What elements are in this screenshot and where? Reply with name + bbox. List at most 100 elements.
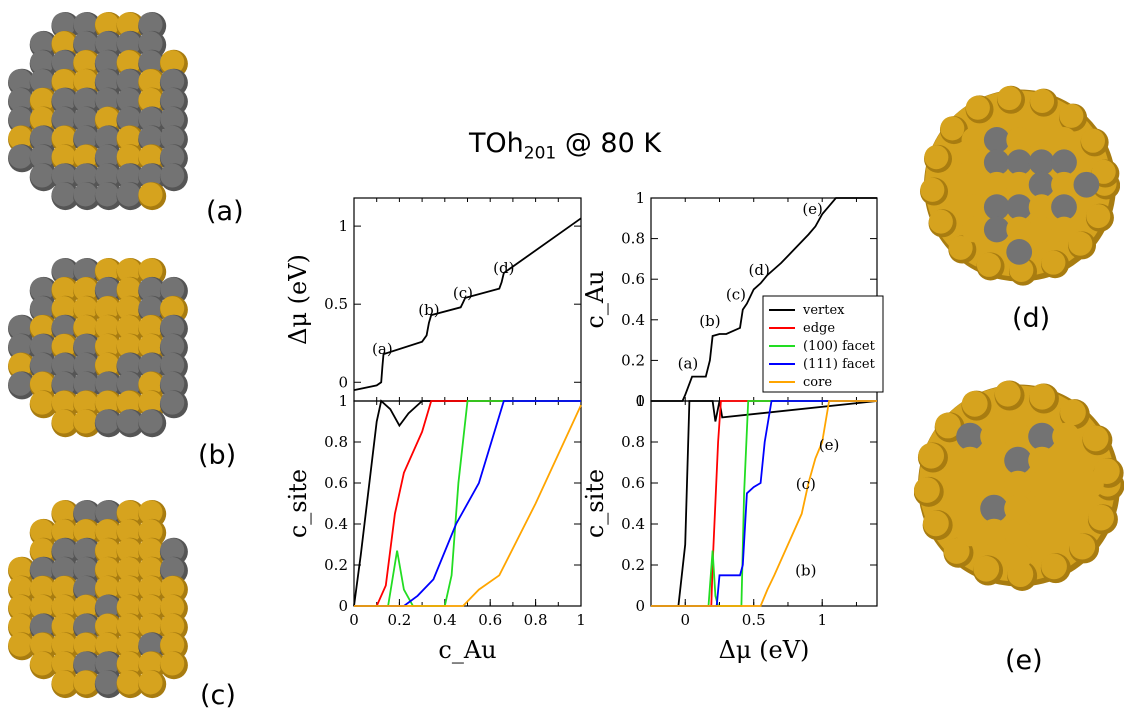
section-atom (1028, 470, 1056, 499)
y-axis-label: Δμ (eV) (284, 254, 312, 345)
section-atom (1052, 422, 1080, 451)
section-atom (1004, 446, 1032, 475)
grey-atom (73, 182, 102, 211)
gold-atom (939, 116, 968, 145)
gold-atom (138, 182, 167, 211)
y-tick-label: 0 (635, 597, 645, 615)
section-atom (1028, 171, 1055, 198)
gold-atom (976, 252, 1005, 281)
annotation-label: (c) (726, 286, 746, 304)
title-rest: @ 80 K (556, 128, 662, 159)
cluster-e-image (914, 380, 1124, 591)
series-line-0 (651, 197, 877, 402)
gold-atom (116, 670, 145, 699)
x-tick-label: 0.8 (524, 611, 548, 629)
grey-atom (159, 163, 188, 192)
y-tick-label: 1 (635, 189, 645, 207)
section-atom (1028, 422, 1056, 451)
section-atom (1004, 422, 1032, 451)
series-line-0 (353, 399, 581, 607)
gold-atom (961, 390, 992, 421)
grey-atom (29, 163, 58, 192)
annotation-label: (e) (802, 200, 823, 218)
gold-atom (51, 670, 80, 699)
gold-atom (8, 632, 36, 661)
section-atom (980, 446, 1008, 475)
gold-atom (948, 235, 977, 264)
y-tick-label: 0.6 (621, 270, 645, 288)
section-atom (1004, 518, 1032, 547)
annotation-label: (c) (796, 475, 816, 493)
section-atom (1051, 171, 1077, 198)
series-line-3 (354, 400, 581, 607)
grey-atom (159, 390, 188, 419)
section-atom (1028, 216, 1055, 243)
x-tick-label: 0.5 (742, 611, 766, 629)
section-atom (1052, 470, 1080, 499)
section-atom (1051, 194, 1077, 220)
gold-atom (1085, 203, 1114, 232)
section-atom (961, 127, 988, 153)
gold-atom (29, 390, 58, 419)
cluster-a-label: (a) (206, 196, 244, 227)
section-atom (961, 194, 988, 220)
cluster-c-label: (c) (200, 680, 236, 711)
legend-entry: core (803, 375, 832, 390)
series-line-1 (354, 400, 581, 607)
grey-atom (138, 409, 167, 438)
gold-atom (1029, 88, 1058, 117)
section-atom (1004, 470, 1032, 499)
section-atom (980, 518, 1008, 547)
gold-atom (914, 476, 944, 507)
section-atom (1028, 194, 1055, 220)
gold-atom (51, 409, 80, 438)
figure-title: TOh201 @ 80 K (0, 128, 1130, 163)
series-line-0 (353, 217, 582, 391)
y-tick-label: 0.6 (621, 474, 645, 492)
section-atom (1028, 149, 1055, 176)
panel-bottom-left: 0 0.2 0.4 0.6 0.8 1 0 0.2 0.4 0.6 0.8 1 c_site c_Au (284, 392, 586, 664)
section-atom (1028, 518, 1056, 547)
y-tick-label: 0.8 (621, 230, 645, 248)
gold-atom (965, 95, 994, 124)
cluster-d-image (920, 85, 1120, 286)
gold-atom (1080, 128, 1109, 157)
y-tick-label: 0.2 (324, 556, 348, 574)
cluster-d-label: (d) (1012, 303, 1051, 334)
y-tick-label: 0.8 (324, 433, 348, 451)
y-tick-label: 0.4 (324, 515, 348, 533)
y-tick-label: 0 (338, 373, 348, 391)
title-subscript: 201 (523, 143, 557, 164)
section-atom (1006, 194, 1033, 220)
gold-atom (1091, 159, 1120, 188)
panel-top-right: 0 0.2 0.4 0.6 0.8 1 (a) (b) (c)(d) (e) c_Au vertex e… (581, 189, 884, 410)
section-atom (1006, 149, 1033, 176)
section-atom (1006, 216, 1033, 243)
gold-atom (920, 177, 949, 206)
y-tick-label: 0.5 (324, 295, 348, 313)
cluster-b-image (8, 258, 188, 438)
y-tick-label: 0.4 (621, 311, 645, 329)
annotation-label: (b) (699, 312, 720, 330)
annotation-label: (c) (453, 284, 473, 302)
section-atom (956, 494, 984, 523)
x-tick-label: 0 (680, 611, 690, 629)
legend: vertex edge (100) facet (111) facet core (762, 295, 884, 393)
annotation-label: (a) (678, 355, 699, 373)
legend-frame (762, 295, 884, 393)
section-atom (980, 494, 1008, 523)
section-atom (956, 470, 984, 499)
annotation-label: (d) (749, 261, 770, 279)
x-tick-label: 1 (576, 611, 586, 629)
annotation-label: (d) (493, 259, 514, 277)
grey-atom (8, 371, 36, 400)
y-axis-label: c_site (284, 469, 312, 538)
section-atom (1004, 494, 1032, 523)
gold-atom (994, 380, 1025, 411)
cluster-a-image (8, 12, 188, 211)
cluster-e-label: (e) (1005, 645, 1043, 676)
section-atom (1076, 470, 1104, 499)
gold-atom (1068, 231, 1097, 260)
